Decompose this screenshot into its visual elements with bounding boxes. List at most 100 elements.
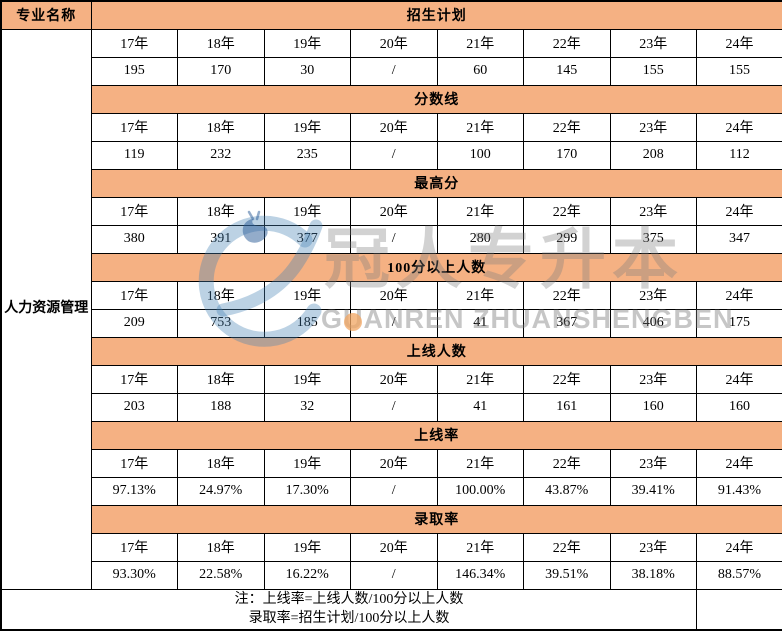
year-header-cell: 17年	[90, 28, 178, 58]
year-header-cell: 21年	[436, 112, 524, 142]
value-cell: 60	[436, 56, 524, 86]
value-cell: 161	[523, 392, 611, 422]
year-header-row: 17年 18年 19年 20年 21年 22年 23年 24年	[1, 280, 782, 310]
value-cell: 232	[177, 140, 265, 170]
value-cell: 24.97%	[177, 476, 265, 506]
value-cell: 100.00%	[436, 476, 524, 506]
year-header-row: 17年 18年 19年 20年 21年 22年 23年 24年	[1, 112, 782, 142]
value-cell: /	[350, 140, 438, 170]
year-header-cell: 21年	[436, 28, 524, 58]
year-header-cell: 18年	[177, 112, 265, 142]
year-header-cell: 19年	[263, 280, 351, 310]
value-cell: 208	[609, 140, 697, 170]
value-cell: 39.41%	[609, 476, 697, 506]
value-cell: 188	[177, 392, 265, 422]
section-title-row: 最高分	[1, 168, 782, 198]
year-header-cell: 22年	[523, 112, 611, 142]
year-header-cell: 22年	[523, 28, 611, 58]
value-cell: 41	[436, 392, 524, 422]
year-header-cell: 17年	[90, 532, 178, 562]
year-header-cell: 20年	[350, 112, 438, 142]
year-header-cell: 17年	[90, 448, 178, 478]
value-cell: 88.57%	[696, 560, 782, 590]
value-cell: 195	[90, 56, 178, 86]
section-title-score-line: 分数线	[90, 84, 782, 114]
value-cell: 170	[177, 56, 265, 86]
value-cell: 347	[696, 224, 782, 254]
section-title-above-100: 100分以上人数	[90, 252, 782, 282]
section-title-enrollment-plan: 招生计划	[90, 0, 782, 30]
value-cell: 155	[696, 56, 782, 86]
value-cell: 41	[436, 308, 524, 338]
year-header-cell: 20年	[350, 280, 438, 310]
year-header-cell: 23年	[609, 196, 697, 226]
year-header-cell: 22年	[523, 448, 611, 478]
value-cell: 16.22%	[263, 560, 351, 590]
value-cell: /	[350, 476, 438, 506]
value-cell: 93.30%	[90, 560, 178, 590]
value-cell: 160	[696, 392, 782, 422]
value-row: 93.30% 22.58% 16.22% / 146.34% 39.51% 38…	[1, 560, 782, 590]
year-header-cell: 23年	[609, 280, 697, 310]
value-cell: /	[350, 308, 438, 338]
value-cell: 380	[90, 224, 178, 254]
value-cell: 203	[90, 392, 178, 422]
note-line: 录取率=招生计划/100分以上人数	[248, 611, 450, 627]
value-cell: 375	[609, 224, 697, 254]
value-cell: 377	[263, 224, 351, 254]
note-row: 注：上线率=上线人数/100分以上人数 录取率=招生计划/100分以上人数	[0, 588, 782, 631]
year-header-cell: 18年	[177, 448, 265, 478]
year-header-cell: 19年	[263, 112, 351, 142]
value-cell: 175	[696, 308, 782, 338]
year-header-cell: 19年	[263, 196, 351, 226]
value-cell: 209	[90, 308, 178, 338]
value-cell: 406	[609, 308, 697, 338]
year-header-cell: 20年	[350, 28, 438, 58]
value-cell: 145	[523, 56, 611, 86]
value-cell: 235	[263, 140, 351, 170]
value-cell: /	[350, 392, 438, 422]
year-header-cell: 22年	[523, 364, 611, 394]
year-header-cell: 24年	[696, 196, 782, 226]
value-row: 97.13% 24.97% 17.30% / 100.00% 43.87% 39…	[1, 476, 782, 506]
year-header-cell: 18年	[177, 280, 265, 310]
year-header-cell: 19年	[263, 448, 351, 478]
year-header-cell: 24年	[696, 448, 782, 478]
year-header-cell: 18年	[177, 532, 265, 562]
value-cell: 38.18%	[609, 560, 697, 590]
value-row: 380 391 377 / 280 299 375 347	[1, 224, 782, 254]
year-header-cell: 17年	[90, 196, 178, 226]
section-title-highest-score: 最高分	[90, 168, 782, 198]
year-header-cell: 23年	[609, 364, 697, 394]
value-cell: /	[350, 224, 438, 254]
value-cell: /	[350, 560, 438, 590]
year-header-cell: 18年	[177, 364, 265, 394]
year-header-cell: 20年	[350, 532, 438, 562]
year-header-cell: 24年	[696, 28, 782, 58]
value-cell: 391	[177, 224, 265, 254]
year-header-cell: 21年	[436, 364, 524, 394]
year-header-cell: 18年	[177, 196, 265, 226]
year-header-cell: 17年	[90, 364, 178, 394]
year-header-cell: 23年	[609, 28, 697, 58]
year-header-cell: 20年	[350, 448, 438, 478]
year-header-row: 17年 18年 19年 20年 21年 22年 23年 24年	[1, 364, 782, 394]
value-cell: 100	[436, 140, 524, 170]
value-row: 119 232 235 / 100 170 208 112	[1, 140, 782, 170]
year-header-cell: 20年	[350, 196, 438, 226]
empty-cell	[696, 588, 782, 631]
year-header-cell: 19年	[263, 532, 351, 562]
value-cell: 146.34%	[436, 560, 524, 590]
value-row: 203 188 32 / 41 161 160 160	[1, 392, 782, 422]
value-cell: 32	[263, 392, 351, 422]
year-header-row: 17年 18年 19年 20年 21年 22年 23年 24年	[1, 532, 782, 562]
year-header-cell: 18年	[177, 28, 265, 58]
year-header-cell: 24年	[696, 112, 782, 142]
section-title-row: 上线率	[1, 420, 782, 450]
value-cell: 17.30%	[263, 476, 351, 506]
header-row: 专业名称 招生计划	[0, 0, 782, 30]
value-cell: 30	[263, 56, 351, 86]
year-header-cell: 21年	[436, 448, 524, 478]
year-header-cell: 21年	[436, 532, 524, 562]
